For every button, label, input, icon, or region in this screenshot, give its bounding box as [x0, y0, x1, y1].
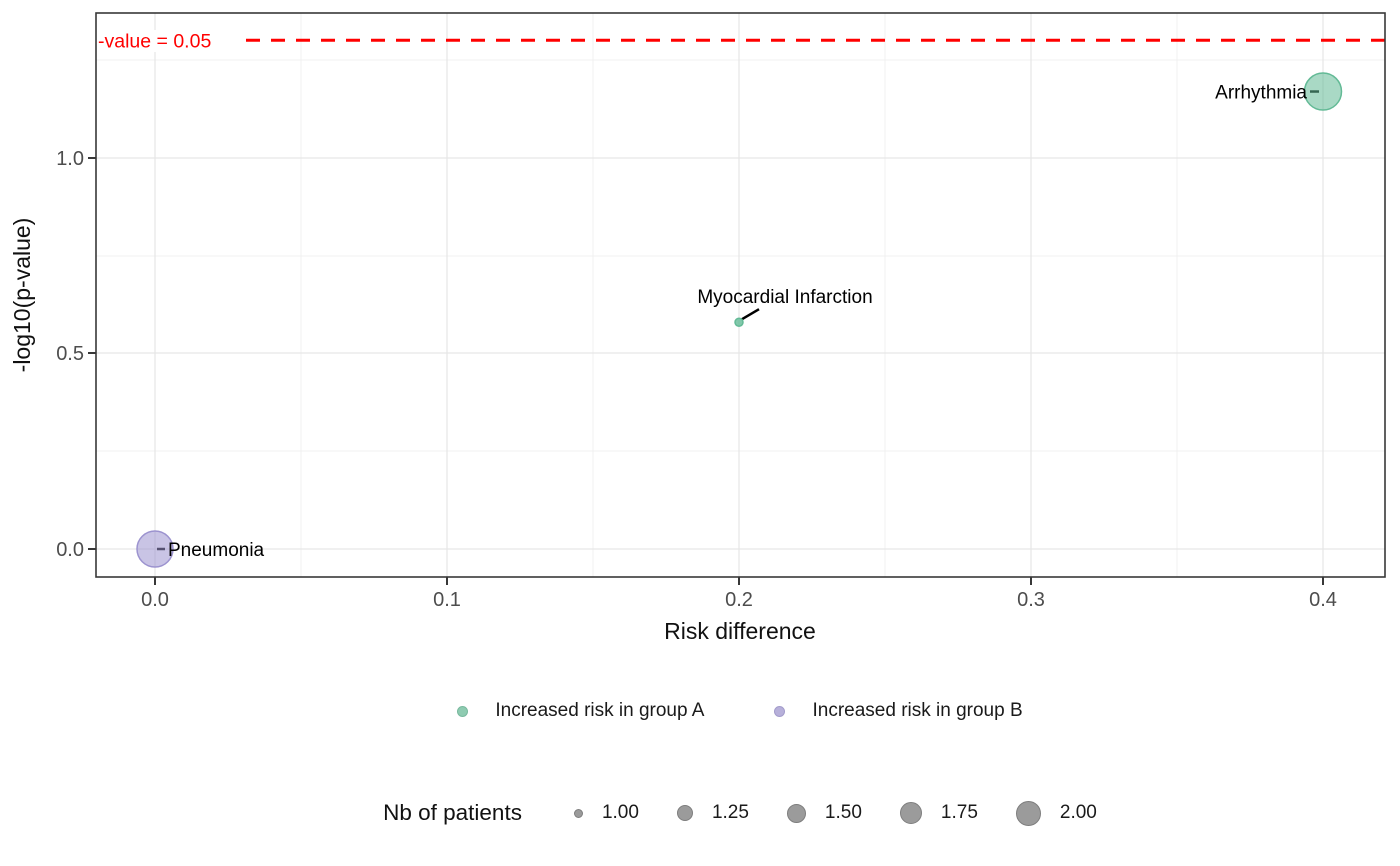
data-point-myocardial-infarction: Myocardial Infarction [697, 287, 873, 327]
point-label: Pneumonia [168, 540, 265, 561]
x-tick-label: 0.2 [725, 589, 753, 611]
size-legend-title: Nb of patients [383, 800, 522, 825]
color-legend-item-group-a: Increased risk in group A [457, 700, 704, 722]
color-legend-label: Increased risk in group B [812, 700, 1023, 721]
x-axis-title: Risk difference [664, 618, 816, 644]
size-legend-label: 1.00 [601, 802, 639, 823]
y-tick-label: 0.0 [56, 539, 84, 561]
y-tick-label: 0.5 [56, 343, 84, 365]
data-point-pneumonia: Pneumonia [136, 530, 265, 568]
size-dot-icon [1015, 800, 1041, 826]
size-dot-icon [899, 802, 922, 824]
pvalue-threshold-label: -value = 0.05 [98, 30, 211, 52]
data-point-arrhythmia: Arrhythmia [1215, 72, 1343, 111]
x-tick-label: 0.4 [1309, 589, 1337, 611]
x-tick-label: 0.0 [141, 589, 169, 611]
pvalue-threshold-label-background [94, 30, 236, 52]
bubble [136, 530, 174, 568]
x-tick-label: 0.3 [1017, 589, 1045, 611]
color-legend-label: Increased risk in group A [495, 700, 705, 721]
y-tick-labels: 0.0 0.5 1.0 [56, 148, 84, 561]
axis-ticks [88, 157, 1324, 585]
size-legend-item: 1.75 [899, 802, 978, 824]
point-label: Myocardial Infarction [697, 287, 872, 308]
y-axis-title: -log10(p-value) [9, 218, 35, 373]
size-legend-label: 2.00 [1059, 802, 1097, 823]
size-legend-label: 1.25 [711, 802, 749, 823]
color-legend: Increased risk in group A Increased risk… [80, 694, 1400, 728]
panel-border [95, 12, 1386, 578]
size-legend-label: 1.75 [940, 802, 978, 823]
bubble [1303, 72, 1343, 111]
y-tick-label: 1.0 [56, 148, 84, 170]
size-legend-item: 1.00 [573, 802, 639, 824]
group-b-dot-icon [774, 705, 786, 717]
bubble [734, 317, 744, 327]
point-label: Arrhythmia [1215, 83, 1307, 104]
volcano-plot: -value = 0.05 Arrhythmia Myocardial Infa… [9, 12, 1386, 644]
size-dot-icon [676, 805, 693, 821]
size-legend: Nb of patients 1.00 1.25 1.50 1.75 2.00 [80, 788, 1400, 838]
label-connector [741, 308, 760, 321]
group-a-dot-icon [457, 705, 469, 717]
x-tick-label: 0.1 [433, 589, 461, 611]
size-legend-item: 1.50 [786, 802, 862, 824]
size-dot-icon [573, 808, 583, 818]
size-legend-label: 1.50 [824, 802, 862, 823]
color-legend-item-group-b: Increased risk in group B [774, 700, 1023, 722]
x-tick-labels: 0.0 0.1 0.2 0.3 0.4 [141, 589, 1337, 611]
size-dot-icon [786, 803, 806, 823]
size-legend-item: 2.00 [1015, 800, 1097, 826]
size-legend-item: 1.25 [676, 802, 749, 824]
